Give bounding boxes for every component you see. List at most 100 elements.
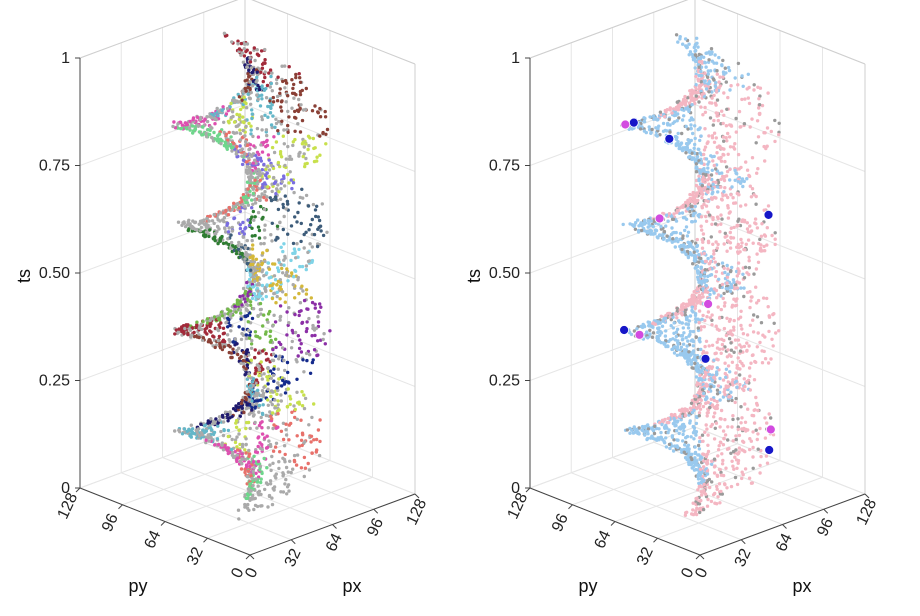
right-data-point [754, 395, 758, 400]
right-data-point [674, 423, 678, 428]
left-data-point [270, 358, 274, 362]
left-data-point [251, 161, 255, 165]
right-data-point [718, 347, 722, 351]
left-data-point [270, 417, 274, 421]
right-data-point [748, 388, 752, 392]
right-data-point [679, 345, 684, 349]
left-data-point [240, 445, 245, 449]
left-data-point [250, 198, 254, 202]
right-data-point [695, 383, 699, 387]
right-data-point [703, 71, 707, 76]
left-data-point [253, 158, 257, 162]
left-data-point [259, 393, 263, 398]
right-data-point [777, 329, 781, 333]
right-data-point [703, 79, 707, 83]
left-data-point [257, 228, 262, 233]
left-data-point [240, 442, 245, 447]
left-data-point [255, 182, 260, 186]
left-data-point [222, 428, 226, 432]
right-data-point [769, 416, 773, 420]
left-data-point [252, 292, 256, 296]
right-data-point [714, 351, 718, 355]
right-data-point [716, 454, 720, 458]
right-data-point [719, 473, 724, 477]
left-data-point [241, 294, 245, 298]
right-data-point [715, 406, 719, 411]
left-data-point [216, 241, 220, 246]
left-data-point [244, 160, 249, 164]
right-data-point [706, 189, 710, 194]
right-data-point [652, 322, 656, 326]
right-data-point [713, 222, 718, 226]
left-data-point [287, 321, 291, 325]
left-data-point [270, 402, 274, 407]
left-data-point [314, 214, 318, 219]
left-data-point [238, 414, 242, 418]
left-data-point [250, 338, 254, 343]
right-data-point [720, 198, 724, 202]
right-data-point [736, 417, 740, 421]
left-data-point [289, 258, 293, 263]
left-data-point [246, 487, 250, 491]
right-data-point [691, 118, 695, 122]
left-data-point [247, 147, 251, 152]
left-data-point [318, 153, 322, 157]
left-data-point [285, 270, 289, 275]
left-data-point [300, 404, 305, 408]
left-data-point [291, 143, 295, 148]
right-data-point [650, 335, 655, 339]
left-data-point [237, 517, 241, 521]
left-data-point [318, 115, 323, 119]
left-data-point [270, 71, 274, 75]
left-data-point [219, 310, 224, 314]
left-data-point [280, 346, 285, 350]
left-data-point [297, 247, 301, 252]
right-data-point [742, 377, 746, 381]
left-data-point [279, 187, 283, 191]
left-data-point [265, 83, 270, 88]
left-data-point [316, 215, 320, 219]
left-data-point [271, 426, 275, 431]
right-grid-line [572, 443, 738, 506]
right-data-point [715, 484, 719, 489]
left-data-point [226, 307, 230, 311]
right-data-point [727, 135, 732, 139]
right-data-point [712, 384, 716, 389]
right-data-point [671, 449, 676, 453]
left-data-point [274, 426, 278, 430]
right-data-point [709, 273, 714, 277]
right-data-point [670, 435, 675, 439]
left-data-point [323, 342, 327, 346]
left-data-point [325, 230, 329, 234]
left-data-point [257, 373, 261, 378]
right-data-point [702, 148, 707, 152]
left-data-point [177, 428, 181, 432]
right-data-point [684, 124, 688, 129]
left-data-point [244, 251, 248, 255]
left-data-point [262, 456, 266, 461]
left-data-point [279, 122, 283, 126]
right-data-point [722, 91, 726, 95]
left-data-point [244, 367, 248, 371]
left-data-point [248, 289, 252, 294]
right-data-point [671, 237, 675, 241]
left-data-point [284, 477, 288, 482]
left-data-point [231, 340, 235, 344]
left-data-point [250, 316, 255, 321]
right-data-point [664, 313, 668, 318]
left-data-point [286, 123, 290, 128]
right-data-point [695, 154, 700, 159]
right-data-point [727, 395, 731, 399]
right-data-point [676, 112, 680, 116]
left-data-point [270, 221, 274, 225]
left-data-point [298, 92, 303, 97]
right-data-point [760, 103, 765, 108]
right-data-point [711, 159, 715, 163]
right-data-point [693, 445, 697, 449]
right-data-point [767, 329, 771, 334]
right-data-point [655, 336, 659, 340]
right-data-point [627, 127, 631, 131]
right-data-point [726, 425, 730, 429]
right-data-point [706, 274, 710, 279]
left-data-point [266, 357, 270, 361]
